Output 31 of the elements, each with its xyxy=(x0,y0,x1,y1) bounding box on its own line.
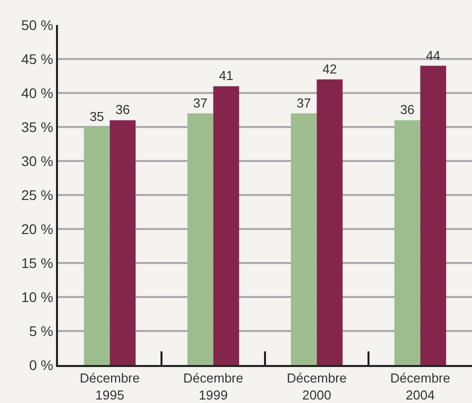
y-tick-label: 45 % xyxy=(21,50,54,67)
bar xyxy=(316,79,343,365)
y-tick-label: 15 % xyxy=(21,254,54,271)
y-tick-label: 0 % xyxy=(29,356,54,373)
data-label: 35 xyxy=(90,109,104,124)
x-tick-label: Décembre 1995 xyxy=(80,370,140,402)
y-tick-label: 5 % xyxy=(29,322,54,339)
data-label: 41 xyxy=(218,68,234,84)
y-tick-label: 35 % xyxy=(21,118,54,135)
y-tick-label: 40 % xyxy=(21,84,54,101)
data-label: 36 xyxy=(400,102,415,118)
data-label: 42 xyxy=(322,61,337,76)
data-label: 36 xyxy=(115,102,130,118)
x-tick-label: Décembre 1999 xyxy=(183,370,244,402)
bar xyxy=(290,113,317,365)
y-tick-label: 50 % xyxy=(21,16,54,33)
y-tick-label: 25 % xyxy=(21,186,54,203)
bar xyxy=(420,66,446,365)
data-label: 44 xyxy=(426,48,440,63)
y-tick-label: 20 % xyxy=(21,220,54,237)
bar xyxy=(110,120,136,365)
y-tick-label: 10 % xyxy=(21,288,54,305)
y-tick-label: 30 % xyxy=(21,152,54,169)
x-tick-label: Décembre 2004 xyxy=(390,370,450,402)
bar xyxy=(213,86,240,365)
data-label: 37 xyxy=(296,95,312,110)
bar xyxy=(84,127,110,365)
bar xyxy=(394,120,420,365)
bar xyxy=(187,113,214,365)
x-tick-label: Décembre 2000 xyxy=(286,370,347,402)
data-label: 37 xyxy=(193,95,208,110)
